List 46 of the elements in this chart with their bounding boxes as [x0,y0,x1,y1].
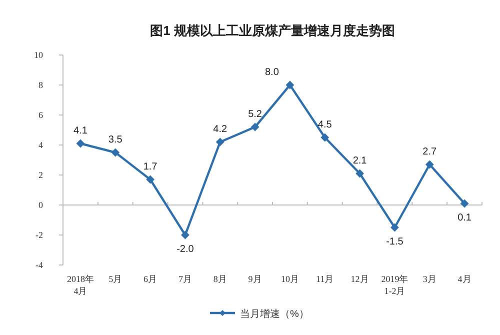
point [460,200,469,208]
x-tick-label: 9月 [248,274,262,284]
data-label: 4.1 [74,126,88,136]
x-tick-label: 12月 [350,274,369,284]
x-tick-label: 2018年4月 [66,274,94,296]
y-tick-label: 10 [34,50,44,60]
data-label: 0.1 [458,212,472,224]
point [111,148,120,156]
data-label: -2.0 [176,244,194,255]
point [390,224,399,232]
data-label: -1.5 [386,236,404,248]
x-tick-label: 6月 [144,274,158,284]
data-label: 5.2 [248,109,262,120]
point [216,138,224,146]
data-label: 1.7 [143,162,158,172]
y-tick-label: 0 [38,200,44,210]
data-label: 4.2 [213,124,228,135]
data-label: 4.5 [318,120,332,130]
data-label: 2.7 [422,146,438,158]
point [181,231,190,239]
x-tick-label: 3月 [422,274,436,284]
y-tick-label: 2 [38,170,43,180]
point [251,123,260,131]
x-tick-label: 5月 [108,274,122,284]
point [76,140,84,148]
y-tick-label: -4 [36,260,44,270]
point [356,170,364,178]
y-tick-label: -2 [36,230,43,240]
y-tick-label: 4 [38,140,44,150]
data-label: 8.0 [265,67,280,78]
x-tick-label: 8月 [213,274,227,284]
data-label: 3.5 [108,134,123,146]
x-tick-label: 4月 [458,274,472,284]
point [286,81,294,89]
data-label: 2.1 [352,156,368,166]
y-tick-label: 6 [38,110,44,120]
x-tick-label: 2019年1-2月 [381,274,408,296]
x-tick-label: 11月 [316,274,334,284]
point [426,160,434,168]
y-tick-label: 8 [38,80,44,90]
point [146,176,154,184]
x-tick-label: 10月 [280,274,299,284]
legend-label: 当月增速（%） [240,308,309,320]
chart-title: 图1 规模以上工业原煤产量增速月度走势图 [150,23,395,38]
point [320,134,329,142]
x-tick-label: 7月 [178,274,192,284]
